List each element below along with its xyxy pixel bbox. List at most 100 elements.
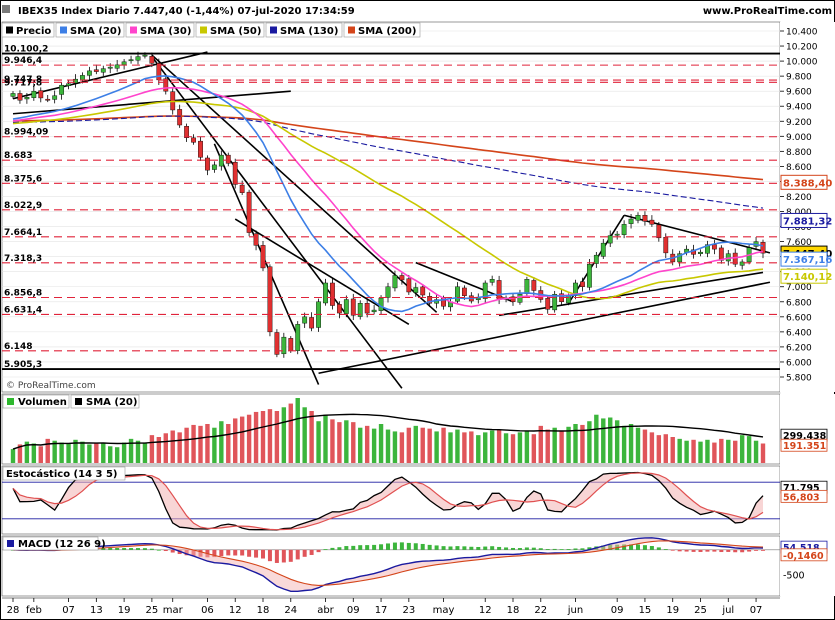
volume-bar <box>739 435 745 463</box>
volume-bar <box>753 440 759 463</box>
volume-bar <box>566 426 571 463</box>
volume-bar <box>635 427 641 463</box>
x-axis-label: 18 <box>507 605 520 616</box>
macd-histogram-bar <box>136 548 140 550</box>
volume-bar <box>573 424 578 463</box>
price-axis-label: 9.000 <box>786 133 812 143</box>
macd-histogram-bar <box>302 549 307 557</box>
value-badge <box>780 174 828 190</box>
stoch-value-badge <box>780 489 828 503</box>
macd-histogram-bar <box>462 546 467 550</box>
candle-body <box>614 233 620 236</box>
volume-bar <box>441 427 446 463</box>
candle-body <box>413 287 419 293</box>
x-axis-label: mar <box>163 605 184 616</box>
volume-bar <box>364 425 370 463</box>
level-label: 9.946,4 <box>4 56 42 66</box>
volume-bar <box>309 411 314 463</box>
macd-histogram-bar <box>142 548 147 550</box>
volume-bar <box>719 438 724 463</box>
candle-body <box>267 266 273 333</box>
volume-bar <box>614 420 620 463</box>
volume-bar <box>323 414 328 463</box>
level-label: 7.664,1 <box>4 228 42 238</box>
price-axis-label: 8.800 <box>786 148 812 158</box>
candle-body <box>52 95 58 100</box>
candle-body <box>482 282 488 299</box>
volume-bar <box>114 447 120 463</box>
macd-histogram-bar <box>740 549 745 553</box>
volume-value-badge <box>780 438 828 452</box>
candle-body <box>288 338 294 351</box>
macd-histogram-bar <box>476 546 481 550</box>
macd-histogram-bar <box>497 546 502 550</box>
macd-title: MACD (12 26 9) <box>18 539 106 550</box>
volume-bar <box>205 424 210 463</box>
candle-body <box>225 154 231 164</box>
macd-histogram-bar <box>281 549 286 563</box>
candle-body <box>531 280 537 291</box>
macd-histogram-bar <box>212 549 217 558</box>
level-label: 6.631,4 <box>4 305 42 315</box>
volume-bar <box>371 428 377 463</box>
level-label: 10.100,2 <box>4 45 48 55</box>
legend-swatch <box>60 26 67 34</box>
volume-bar <box>10 449 16 463</box>
level-label: 6.856,8 <box>4 289 42 299</box>
candle-body <box>461 287 467 296</box>
macd-histogram-bar <box>226 549 231 556</box>
volume-bar <box>462 432 467 463</box>
candle-body <box>177 109 183 126</box>
volume-bar <box>594 414 599 463</box>
candle-body <box>350 298 356 316</box>
volume-bar <box>587 421 592 463</box>
candle-body <box>656 224 662 239</box>
value-badge-label: 8.388,40 <box>783 178 832 189</box>
x-axis-label: 17 <box>375 605 388 616</box>
candle-body <box>156 63 162 81</box>
candle-body <box>10 93 16 97</box>
volume-bar <box>476 435 481 463</box>
macd-histogram-bar <box>337 547 342 550</box>
price-axis-label: 6.200 <box>786 343 812 353</box>
volume-bar <box>101 442 106 463</box>
macd-histogram-bar <box>254 549 259 558</box>
x-axis-label: 09 <box>347 605 360 616</box>
candle-body <box>399 275 405 281</box>
volume-bar <box>267 409 273 463</box>
candle-body <box>649 219 655 225</box>
volume-bar <box>163 433 168 463</box>
macd-histogram-bar <box>358 545 363 550</box>
candle-body <box>573 282 578 296</box>
legend-swatch <box>200 26 207 34</box>
legend-label: SMA (200) <box>358 26 416 37</box>
legend-item <box>125 22 195 38</box>
macd-histogram-bar <box>170 549 175 553</box>
candle-body <box>38 90 44 99</box>
candle-body <box>93 69 99 72</box>
candle-body <box>607 235 613 244</box>
legend-item <box>1 22 55 38</box>
macd-histogram-bar <box>573 548 578 550</box>
volume-bar <box>496 429 502 463</box>
value-badge-label: 7.140,12 <box>783 272 832 283</box>
trend-line <box>12 51 208 100</box>
volume-bar <box>378 424 384 463</box>
volume-sma-label: SMA (20) <box>86 397 137 408</box>
x-axis-label: 12 <box>229 605 242 616</box>
level-label: 8.375,6 <box>4 174 42 184</box>
sma-50-line <box>12 100 764 300</box>
volume-bar <box>524 431 530 463</box>
candle-body <box>45 98 51 101</box>
volume-bar <box>274 411 280 463</box>
x-axis-label: jun <box>567 605 583 616</box>
collapse-icon[interactable] <box>2 5 10 13</box>
candle-body <box>142 54 148 57</box>
candle-body <box>711 244 717 250</box>
price-axis-label: 7.800 <box>786 223 812 233</box>
candle-body <box>718 247 724 261</box>
candle-body <box>246 191 252 233</box>
trend-line <box>623 214 771 254</box>
candle-body <box>107 66 113 69</box>
